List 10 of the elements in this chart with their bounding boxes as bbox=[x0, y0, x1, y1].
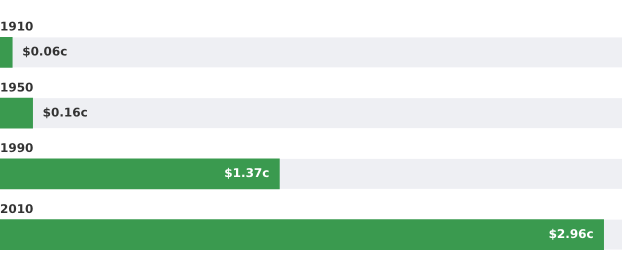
data-label: $1.37c bbox=[224, 166, 270, 180]
data-label: $0.16c bbox=[42, 105, 88, 120]
y-tick-label: 2010 bbox=[0, 202, 34, 216]
data-label: $2.96c bbox=[548, 226, 594, 241]
bar bbox=[0, 37, 13, 68]
y-tick-label: 1910 bbox=[0, 20, 34, 34]
y-tick-label: 1990 bbox=[0, 141, 34, 155]
y-tick-label: 1950 bbox=[0, 80, 34, 94]
data-label: $0.06c bbox=[22, 44, 68, 58]
bar bbox=[0, 98, 33, 128]
